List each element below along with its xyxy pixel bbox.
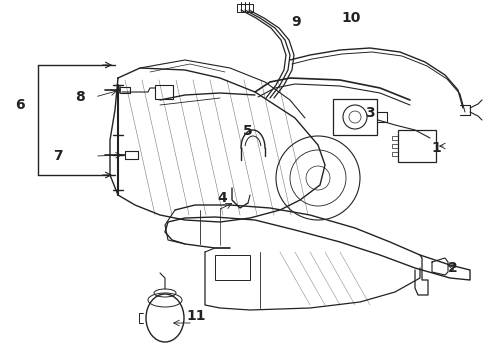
Text: 4: 4 [217, 191, 227, 205]
Bar [398, 130, 436, 162]
Bar [333, 99, 377, 135]
Text: 3: 3 [365, 106, 375, 120]
Text: 10: 10 [342, 11, 361, 25]
Text: 7: 7 [53, 149, 63, 163]
Bar [392, 136, 398, 140]
Text: 2: 2 [448, 261, 458, 275]
Bar [392, 152, 398, 156]
Bar [155, 85, 173, 99]
Text: 8: 8 [75, 90, 85, 104]
Text: 6: 6 [15, 98, 25, 112]
Text: 9: 9 [291, 15, 301, 29]
Text: 5: 5 [243, 124, 253, 138]
Bar [215, 255, 250, 280]
Bar [392, 144, 398, 148]
Text: 1: 1 [431, 141, 441, 155]
Text: 11: 11 [186, 309, 206, 323]
